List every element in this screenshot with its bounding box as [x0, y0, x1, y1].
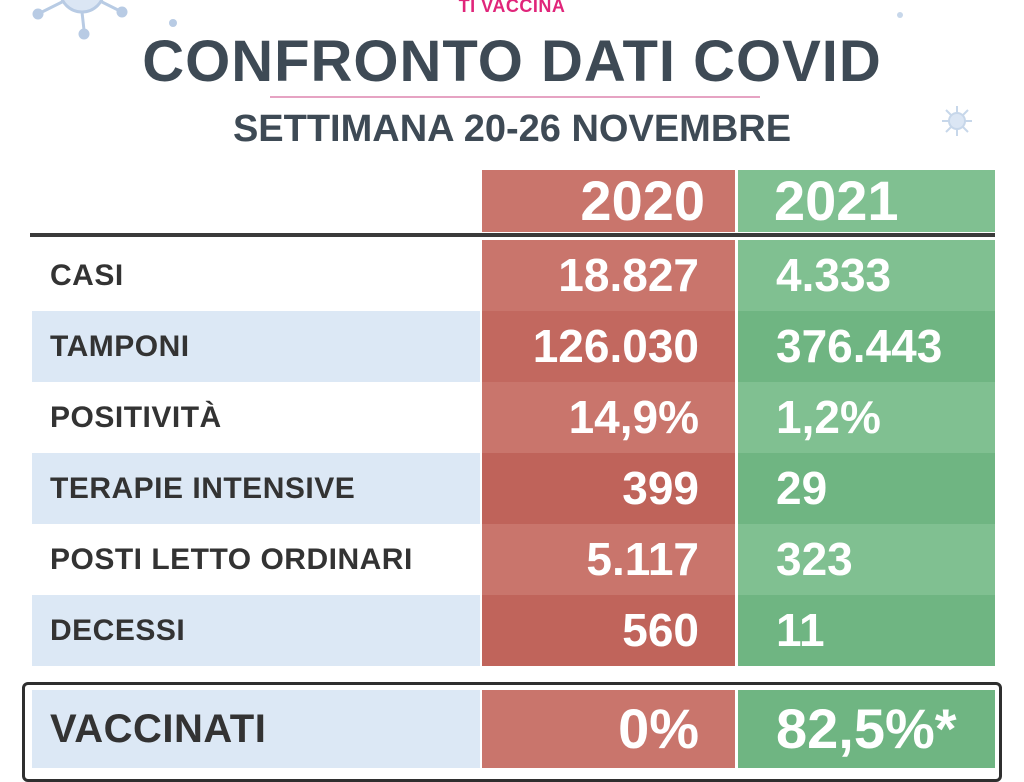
year-header-2020: 2020 [482, 170, 735, 232]
table-row: POSTI LETTO ORDINARI 5.117 323 [32, 524, 995, 595]
table-row: POSITIVITÀ 14,9% 1,2% [32, 382, 995, 453]
header-divider [30, 233, 995, 237]
value-2021: 323 [738, 524, 995, 595]
value-2020: 126.030 [482, 311, 735, 382]
vaccinati-row: VACCINATI 0% 82,5%* [32, 690, 995, 768]
title-divider [270, 96, 760, 98]
row-label: CASI [50, 259, 124, 292]
virus-icon [942, 106, 972, 136]
page-title: CONFRONTO DATI COVID [142, 29, 882, 94]
table-row: DECESSI 560 11 [32, 595, 995, 666]
value-2020: 18.827 [482, 240, 735, 311]
row-label: TAMPONI [50, 330, 190, 363]
virus-icon [32, 0, 128, 40]
vaccinati-label: VACCINATI [50, 707, 267, 751]
table-row: CASI 18.827 4.333 [32, 240, 995, 311]
value-2020: 399 [482, 453, 735, 524]
row-label: TERAPIE INTENSIVE [50, 472, 356, 505]
vaccinati-value-2020: 0% [482, 690, 735, 768]
value-2021: 376.443 [738, 311, 995, 382]
value-2021: 11 [738, 595, 995, 666]
row-label: DECESSI [50, 614, 186, 647]
row-label: POSITIVITÀ [50, 401, 222, 434]
dot-icon [169, 19, 177, 27]
vaccinati-value-2021: 82,5%* [738, 690, 995, 768]
dot-icon [897, 12, 903, 18]
row-label: POSTI LETTO ORDINARI [50, 543, 413, 576]
value-2020: 5.117 [482, 524, 735, 595]
brand-label: TI VACCINA [458, 0, 566, 16]
table-row: TAMPONI 126.030 376.443 [32, 311, 995, 382]
value-2020: 560 [482, 595, 735, 666]
year-header-2021: 2021 [738, 170, 995, 232]
value-2021: 1,2% [738, 382, 995, 453]
value-2021: 4.333 [738, 240, 995, 311]
table-row: TERAPIE INTENSIVE 399 29 [32, 453, 995, 524]
value-2021: 29 [738, 453, 995, 524]
page-subtitle: SETTIMANA 20-26 NOVEMBRE [232, 108, 792, 150]
value-2020: 14,9% [482, 382, 735, 453]
